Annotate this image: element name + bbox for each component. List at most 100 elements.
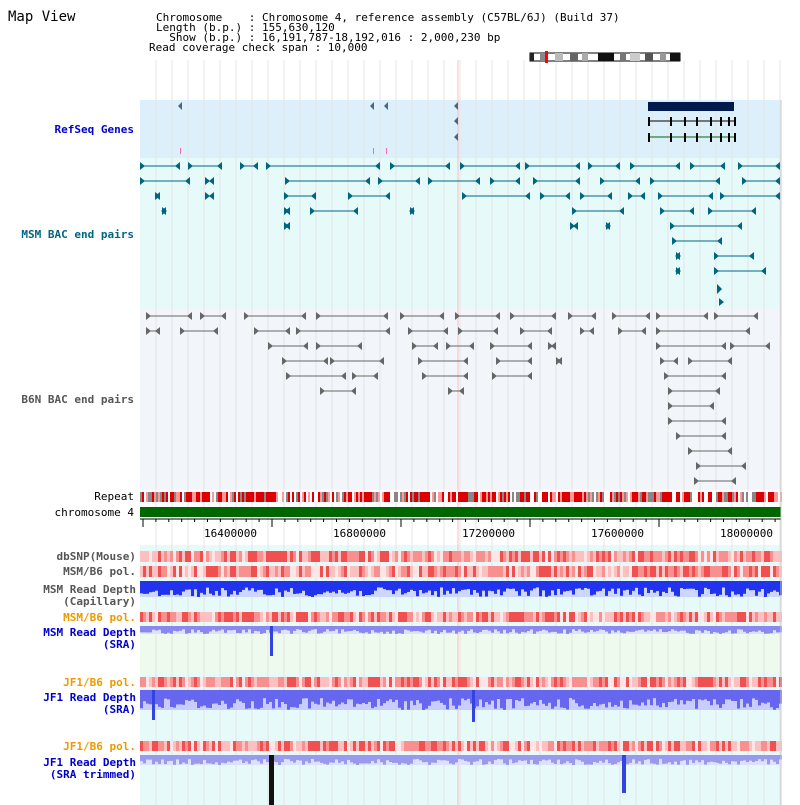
jf1-depth-sra-bar: [254, 690, 257, 709]
msm-depth-sra-bar: [233, 626, 236, 630]
msm-depth-sra-bar: [641, 626, 644, 630]
jf1-pol-trimmed-label[interactable]: JF1/B6 pol.: [63, 740, 136, 753]
heat-cell: [302, 677, 305, 687]
heat-cell: [362, 741, 365, 751]
heat-cell: [416, 741, 419, 751]
msm-depth-sra-bar: [647, 626, 650, 631]
msm-depth-sra-bar: [728, 626, 731, 631]
msm-depth-sra-bar: [200, 626, 203, 633]
heat-cell: [425, 566, 428, 577]
heat-cell: [428, 566, 431, 577]
b6n-bac-end: [656, 312, 661, 320]
jf1-depth-trimmed-label-1[interactable]: JF1 Read Depth: [43, 756, 136, 769]
repeat-bar: [670, 492, 672, 502]
b6n-bac-label[interactable]: B6N BAC end pairs: [21, 393, 134, 406]
msm-bac-end: [205, 177, 210, 185]
jf1-depth-trimmed-bar: [344, 755, 347, 765]
heat-cell: [764, 677, 767, 687]
msm-depth-capillary-bar: [554, 581, 557, 596]
heat-cell: [470, 741, 473, 751]
dbsnp-label[interactable]: dbSNP(Mouse): [56, 550, 136, 563]
heat-cell: [626, 741, 629, 751]
heat-cell: [176, 677, 179, 687]
msm-depth-capillary-bar: [173, 581, 176, 595]
heat-cell: [386, 612, 389, 622]
show-range-info: Show (b.p.) : 16,191,787-18,192,016 : 2,…: [156, 31, 501, 44]
jf1-depth-trimmed-bar: [368, 755, 371, 764]
msm-depth-sra-label-1[interactable]: MSM Read Depth: [43, 626, 136, 639]
heat-cell: [431, 741, 434, 751]
repeat-bar: [232, 492, 234, 502]
heat-cell: [440, 551, 443, 562]
heat-cell: [569, 551, 572, 562]
jf1-depth-sra-bar: [194, 690, 197, 702]
repeat-bar: [142, 492, 144, 502]
refseq-exon: [710, 117, 712, 126]
msm-depth-capillary-bar: [578, 581, 581, 589]
refseq-exon: [720, 133, 722, 142]
heat-cell: [293, 741, 296, 751]
msm-pol-label[interactable]: MSM/B6 pol.: [63, 565, 136, 578]
msm-depth-capillary-bar: [704, 581, 707, 588]
msm-bac-label[interactable]: MSM BAC end pairs: [21, 228, 134, 241]
heat-cell: [572, 566, 575, 577]
heat-cell: [665, 551, 668, 562]
msm-depth-capillary-bar: [635, 581, 638, 588]
jf1-depth-trimmed-bar: [665, 755, 668, 764]
jf1-depth-trimmed-bar: [155, 755, 158, 762]
msm-bac-end: [719, 298, 724, 306]
b6n-bac-end: [741, 462, 746, 470]
repeat-bar: [692, 492, 694, 502]
heat-cell: [209, 566, 212, 577]
msm-bac-end: [605, 222, 610, 230]
msm-depth-capillary-label-1[interactable]: MSM Read Depth: [43, 583, 136, 596]
heat-cell: [500, 612, 503, 622]
heat-cell: [353, 741, 356, 751]
heat-cell: [467, 677, 470, 687]
heat-cell: [770, 741, 773, 751]
b6n-bac-end: [286, 372, 291, 380]
msm-bac-end: [708, 192, 713, 200]
jf1-depth-sra-label-1[interactable]: JF1 Read Depth: [43, 691, 136, 704]
heat-cell: [728, 551, 731, 562]
heat-cell: [311, 612, 314, 622]
msm-pol-sra-label[interactable]: MSM/B6 pol.: [63, 611, 136, 624]
jf1-depth-sra-bar: [449, 690, 452, 699]
jf1-depth-trimmed-bar: [683, 755, 686, 761]
heat-cell: [398, 741, 401, 751]
msm-depth-sra-bar: [524, 626, 527, 633]
jf1-depth-sra-bar: [320, 690, 323, 699]
repeat-bar: [518, 492, 520, 502]
jf1-depth-trimmed-bar: [140, 755, 143, 762]
jf1-depth-sra-bar: [554, 690, 557, 707]
heat-cell: [704, 677, 707, 687]
repeat-bar: [258, 492, 260, 502]
heat-cell: [173, 677, 176, 687]
b6n-bac-end: [527, 357, 532, 365]
refseq-genes-label[interactable]: RefSeq Genes: [54, 123, 134, 136]
b6n-bac-end: [320, 387, 325, 395]
heat-cell: [344, 612, 347, 622]
repeat-bar: [742, 492, 744, 502]
heat-cell: [611, 741, 614, 751]
heat-cell: [527, 741, 530, 751]
jf1-pol-label[interactable]: JF1/B6 pol.: [63, 676, 136, 689]
heat-cell: [686, 741, 689, 751]
heat-cell: [332, 551, 335, 562]
jf1-depth-sra-bar: [560, 690, 563, 708]
jf1-depth-sra-bar: [200, 690, 203, 707]
repeat-bar: [350, 492, 352, 502]
heat-cell: [455, 566, 458, 577]
heat-cell: [419, 612, 422, 622]
repeat-bar: [588, 492, 590, 502]
repeat-bar: [310, 492, 312, 502]
heat-cell: [413, 741, 416, 751]
repeat-bar: [372, 492, 374, 502]
heat-cell: [680, 741, 683, 751]
repeat-bar: [164, 492, 166, 502]
heat-cell: [776, 677, 779, 687]
heat-cell: [377, 677, 380, 687]
heat-cell: [659, 551, 662, 562]
heat-cell: [365, 551, 368, 562]
msm-depth-sra-bar: [731, 626, 734, 634]
